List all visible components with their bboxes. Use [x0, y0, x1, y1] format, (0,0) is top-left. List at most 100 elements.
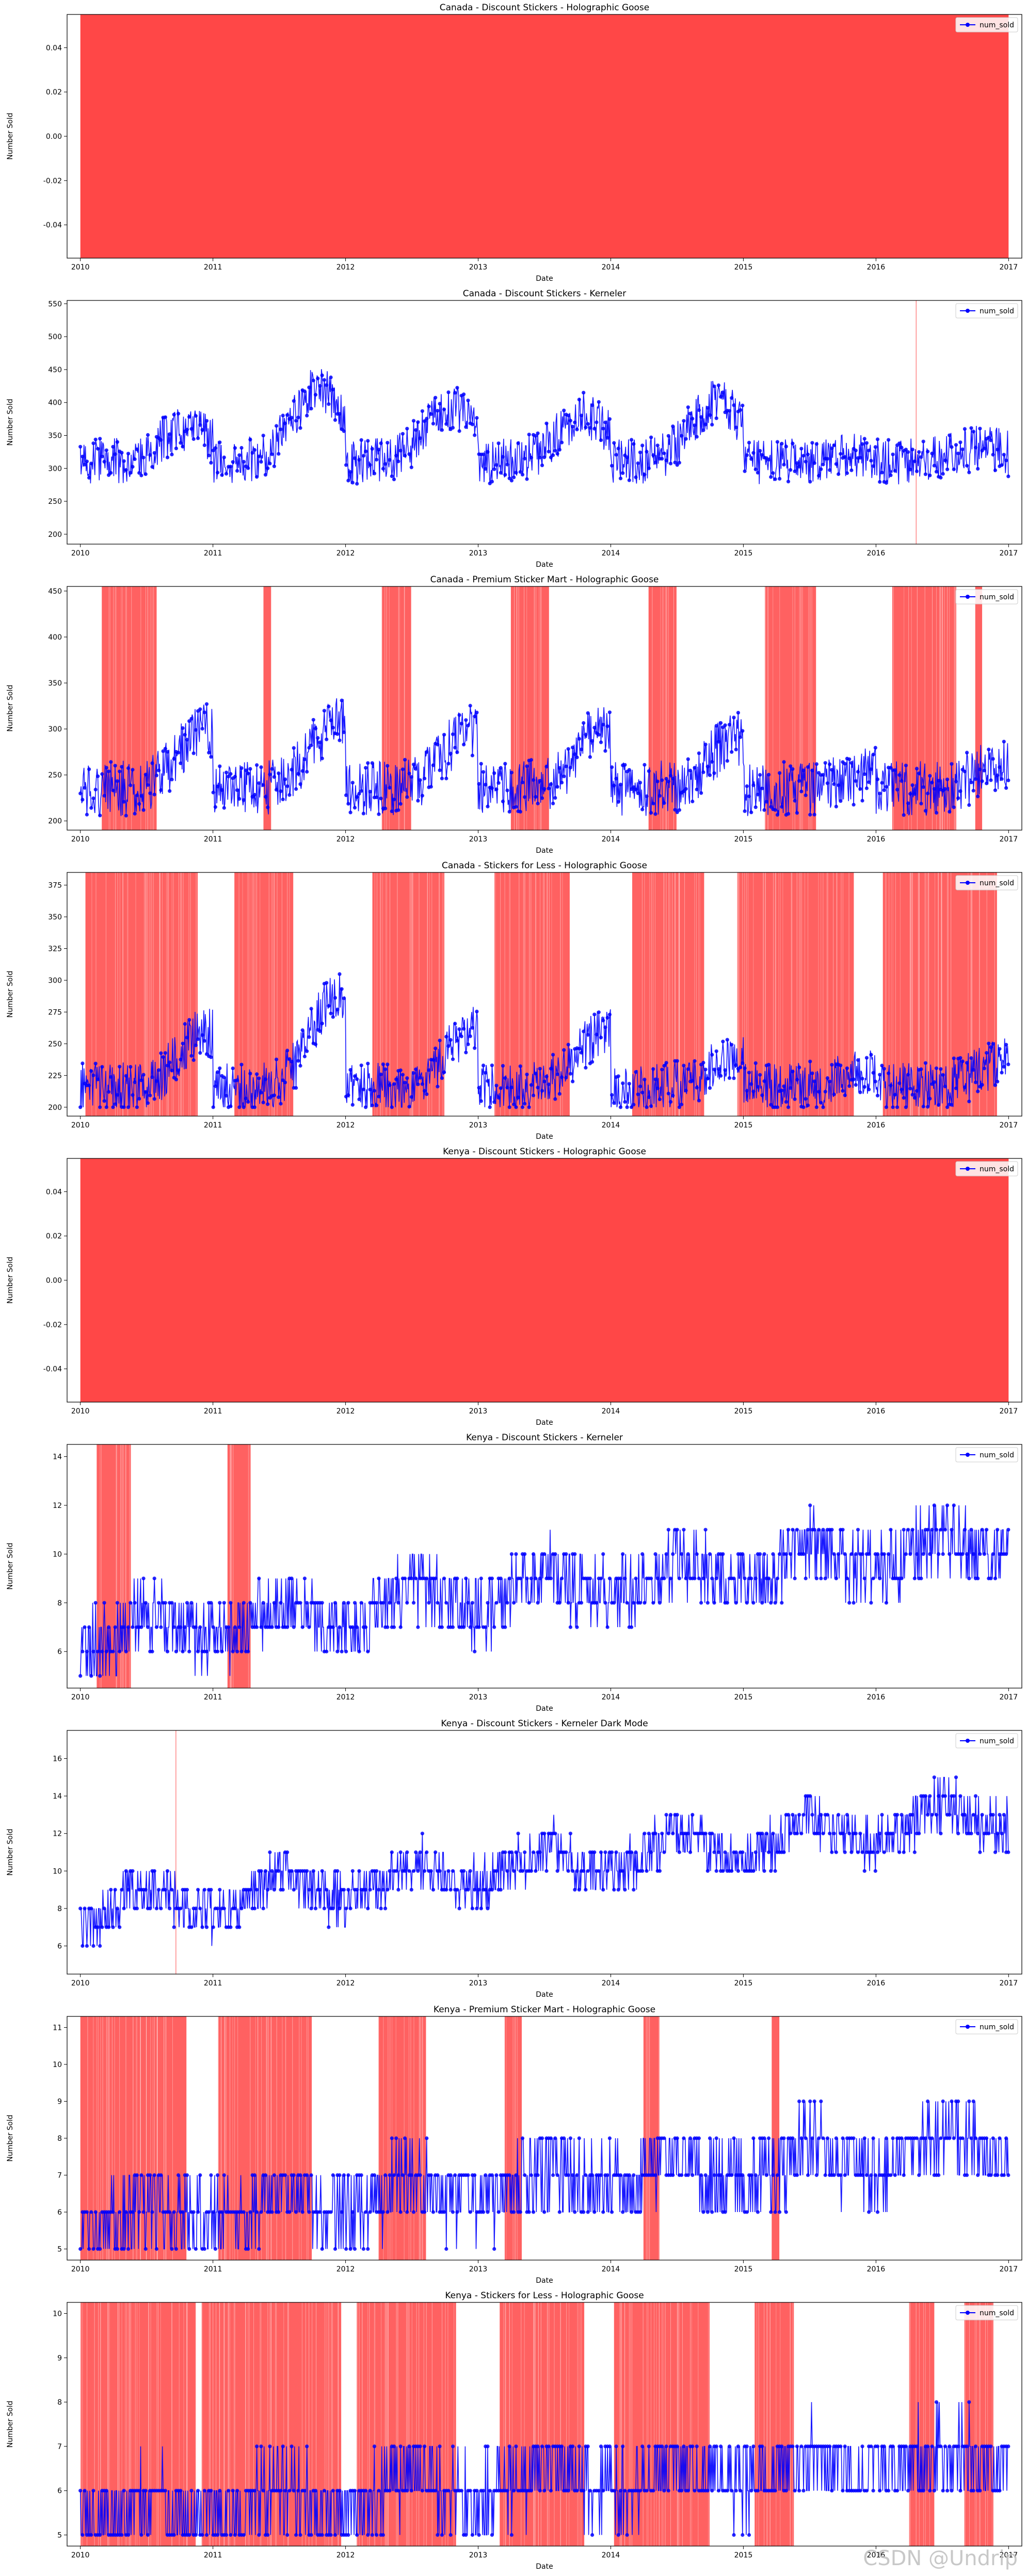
series-marker [85, 2210, 89, 2214]
series-marker [542, 1079, 547, 1084]
series-marker [618, 1105, 623, 1109]
series-marker [730, 2489, 734, 2493]
series-marker [801, 2099, 806, 2104]
series-marker [505, 1086, 509, 1090]
series-marker [817, 473, 821, 478]
series-marker [516, 441, 520, 446]
series-marker [222, 1906, 226, 1911]
x-tick-label: 2013 [469, 1979, 488, 1987]
series-marker [122, 800, 126, 804]
series-marker [703, 1528, 708, 1532]
series-marker [843, 455, 847, 459]
series-marker [605, 724, 609, 728]
series-marker [697, 751, 701, 755]
series-marker [111, 788, 115, 792]
series-marker [135, 1105, 139, 1109]
series-marker [943, 1085, 947, 1089]
series-marker [126, 2247, 131, 2251]
series-marker [843, 1850, 847, 1854]
series-marker [242, 798, 246, 802]
series-marker [91, 796, 95, 800]
series-marker [448, 2533, 453, 2537]
y-tick-label: 300 [48, 465, 62, 473]
series-marker [727, 723, 732, 727]
series-marker [342, 2173, 346, 2177]
series-marker [825, 781, 829, 785]
series-marker [636, 1092, 640, 1096]
series-marker [98, 2533, 102, 2537]
series-marker [379, 441, 383, 446]
series-marker [780, 1088, 784, 1092]
series-marker [564, 1075, 568, 1080]
series-marker [457, 1027, 461, 1031]
series-marker [962, 1085, 967, 1089]
series-marker [843, 1552, 847, 1556]
series-marker [268, 462, 272, 466]
series-marker [607, 2444, 612, 2448]
series-marker [804, 1097, 808, 1101]
series-marker [538, 455, 542, 459]
series-marker [161, 1055, 165, 1059]
chart-title: Kenya - Discount Stickers - Kerneler [466, 1433, 623, 1443]
series-marker [364, 449, 368, 453]
series-marker [133, 812, 137, 816]
series-marker [237, 1625, 242, 1629]
series-marker [834, 1850, 838, 1854]
series-marker [181, 2210, 185, 2214]
series-marker [812, 813, 816, 817]
series-marker [814, 1577, 819, 1581]
x-tick-label: 2010 [71, 1121, 90, 1130]
series-marker [889, 1084, 893, 1088]
series-marker [111, 2210, 115, 2214]
series-marker [897, 1850, 902, 1854]
series-marker [804, 459, 808, 464]
series-marker [309, 1007, 313, 1011]
chart-title: Kenya - Discount Stickers - Kerneler Dar… [441, 1719, 648, 1729]
series-marker [268, 1850, 272, 1854]
series-marker [381, 2533, 386, 2537]
series-marker [653, 1832, 657, 1836]
series-marker [841, 2489, 845, 2493]
axes-frame [67, 1730, 1022, 1975]
series-marker [643, 1832, 647, 1836]
series-marker [122, 2489, 126, 2493]
series-marker [887, 438, 891, 442]
series-marker [566, 747, 570, 751]
series-marker [657, 794, 662, 798]
series-marker [78, 1906, 83, 1911]
series-marker [507, 2444, 511, 2448]
series-marker [224, 1094, 229, 1098]
series-marker [793, 1577, 797, 1581]
series-marker [786, 812, 791, 816]
series-marker [575, 1625, 579, 1629]
series-marker [464, 718, 468, 722]
series-marker [222, 1075, 226, 1079]
x-axis-label: Date [536, 1991, 553, 1999]
series-marker [83, 2489, 87, 2493]
series-marker [601, 2210, 605, 2214]
series-marker [775, 1105, 779, 1109]
x-tick-label: 2013 [469, 1693, 488, 1702]
series-marker [255, 1072, 259, 1076]
x-tick-label: 2016 [867, 1121, 886, 1130]
series-marker [207, 751, 211, 755]
series-marker [344, 2247, 348, 2251]
series-marker [216, 784, 220, 789]
series-marker [202, 2247, 206, 2251]
series-marker [895, 1812, 900, 1817]
series-marker [985, 2136, 989, 2140]
series-marker [440, 2533, 444, 2537]
series-marker [716, 383, 720, 387]
series-marker [902, 1850, 906, 1854]
series-marker [287, 2210, 292, 2214]
series-marker [366, 1649, 370, 1653]
series-marker [400, 767, 405, 771]
legend: num_sold [955, 1447, 1018, 1462]
series-marker [490, 1063, 494, 1068]
series-marker [812, 2099, 816, 2104]
series-marker [520, 472, 525, 476]
series-marker [575, 1869, 579, 1873]
series-marker [847, 456, 852, 460]
series-marker [91, 441, 95, 446]
series-marker [118, 769, 122, 773]
